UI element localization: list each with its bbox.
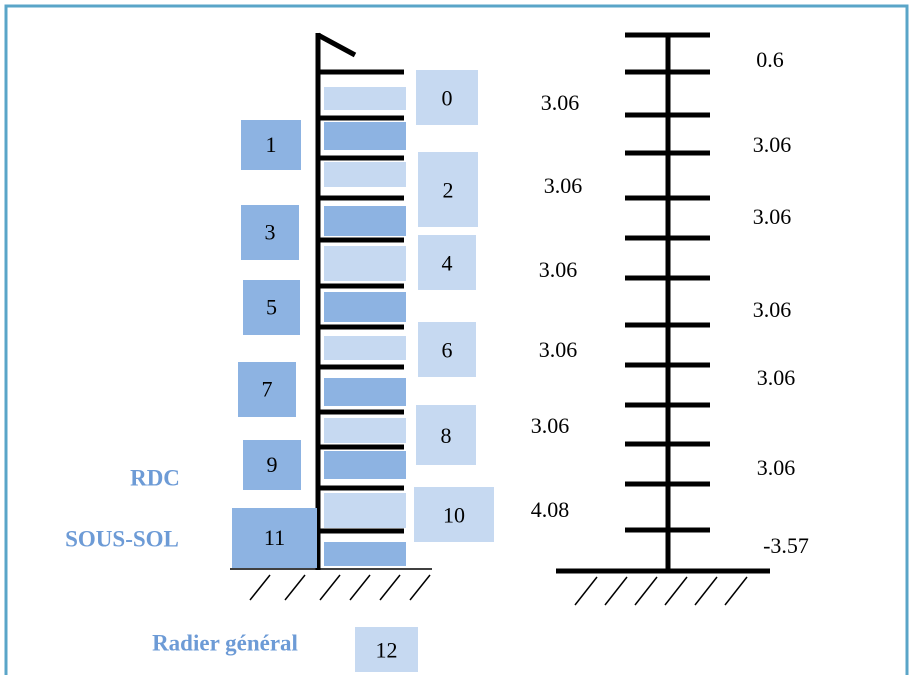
level-number: 11: [264, 525, 285, 550]
hatch: [284, 574, 306, 601]
slab: [324, 542, 406, 566]
slab: [324, 378, 406, 406]
hatch: [379, 574, 401, 601]
hatch: [724, 576, 748, 606]
height-label: -3.57: [763, 533, 809, 558]
level-number: 2: [443, 178, 454, 203]
height-label: 3.06: [531, 413, 570, 438]
height-label: 3.06: [753, 297, 792, 322]
level-box: [243, 280, 300, 335]
level-number: 3: [265, 220, 276, 245]
slab: [324, 206, 406, 236]
slab: [324, 87, 406, 110]
level-number: 12: [376, 638, 398, 663]
height-label: 3.06: [753, 132, 792, 157]
level-number: 7: [262, 377, 273, 402]
hatch: [349, 574, 371, 601]
height-label: 3.06: [539, 257, 578, 282]
slab: [324, 493, 406, 528]
hatch: [604, 576, 628, 606]
height-label: 0.6: [756, 47, 784, 72]
slab: [324, 246, 406, 281]
level-box: [355, 627, 418, 672]
level-number: 4: [442, 251, 453, 276]
level-box: [238, 362, 296, 417]
height-label: 3.06: [539, 337, 578, 362]
level-number: 5: [266, 295, 277, 320]
height-label: 3.06: [544, 173, 583, 198]
label-rdc: RDC: [130, 465, 180, 490]
slab: [324, 292, 406, 322]
hatch: [634, 576, 658, 606]
hatch: [694, 576, 718, 606]
level-box: [414, 487, 494, 542]
hatch: [319, 574, 341, 601]
slab: [324, 162, 406, 187]
level-box: [418, 152, 478, 227]
height-label: 3.06: [757, 365, 796, 390]
level-box: [241, 205, 299, 260]
level-box: [418, 322, 476, 377]
label-radier: Radier général: [152, 630, 298, 655]
level-box: [232, 508, 317, 568]
structure: [230, 32, 770, 606]
level-number: 9: [267, 452, 278, 477]
roof-line: [316, 32, 357, 58]
level-box: [241, 120, 301, 170]
hatch: [249, 574, 271, 601]
height-label: 4.08: [531, 497, 570, 522]
level-number: 8: [441, 423, 452, 448]
hatch: [664, 576, 688, 606]
level-number: 6: [442, 338, 453, 363]
level-box: [418, 235, 476, 290]
hatch: [409, 574, 431, 601]
level-number: 10: [443, 503, 465, 528]
level-box: [416, 405, 476, 465]
height-label: 3.06: [541, 90, 580, 115]
level-number: 0: [442, 86, 453, 111]
level-box: [416, 70, 478, 125]
hatch: [574, 576, 598, 606]
level-box: [243, 440, 301, 490]
slab: [324, 336, 406, 360]
height-label: 3.06: [753, 204, 792, 229]
slab: [324, 418, 406, 443]
slab: [324, 122, 406, 150]
height-label: 3.06: [757, 455, 796, 480]
frame: [4, 4, 909, 675]
texts: 1 3 5 7 9 11 0 2 4 6 8 10 12 3.06 3.06 3.06 3.06 3.06 4.08…: [65, 47, 809, 672]
level-number: 1: [266, 132, 277, 157]
label-sous-sol: SOUS-SOL: [65, 526, 179, 551]
slab: [324, 451, 406, 479]
